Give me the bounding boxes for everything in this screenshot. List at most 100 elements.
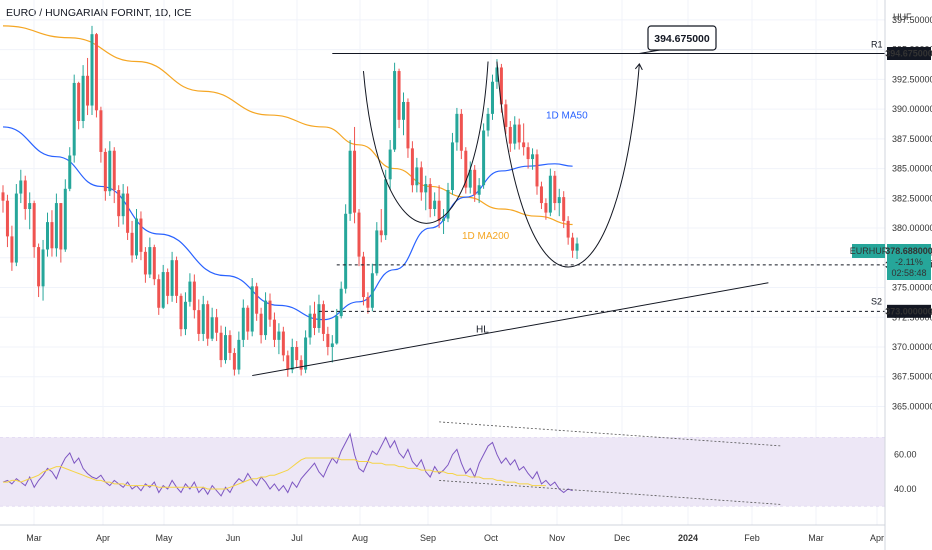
candle-body	[517, 124, 521, 143]
target-callout-value: 394.675000	[654, 33, 710, 45]
candle-body	[433, 200, 437, 210]
candle	[54, 193, 58, 257]
candle-body	[317, 304, 321, 328]
candle-body	[486, 113, 490, 131]
candle	[99, 106, 103, 163]
candle-body	[5, 200, 9, 237]
candle-body	[335, 316, 339, 344]
month-label: Jun	[226, 533, 241, 543]
candle-body	[304, 337, 308, 370]
candle-body	[23, 180, 27, 210]
candle	[317, 294, 321, 333]
candle	[10, 225, 14, 271]
candle-body	[183, 301, 187, 330]
candle-body	[37, 247, 41, 287]
candle	[473, 165, 477, 202]
candle-body	[206, 304, 210, 339]
candle	[321, 300, 325, 342]
candle	[86, 57, 90, 116]
candle	[272, 312, 276, 348]
candle	[14, 184, 18, 267]
candle	[161, 264, 165, 309]
candle-body	[384, 179, 388, 236]
candle	[121, 184, 125, 225]
candle	[428, 178, 432, 218]
candle	[237, 331, 241, 375]
rsi-tick-label: 60.00	[894, 450, 917, 460]
candle-body	[437, 200, 441, 221]
month-label: Mar	[808, 533, 824, 543]
month-label: Nov	[549, 533, 566, 543]
candle-body	[531, 154, 535, 160]
candle	[175, 256, 179, 303]
candle-body	[571, 237, 575, 251]
price-tick-label: 370.000000	[892, 342, 932, 352]
candle	[402, 92, 405, 136]
candle	[557, 188, 561, 217]
candle	[170, 251, 174, 302]
candle	[250, 278, 254, 337]
month-label: Jul	[291, 533, 303, 543]
candle-body	[566, 220, 570, 238]
candle-body	[548, 175, 552, 213]
candle	[295, 341, 299, 368]
candle	[442, 209, 446, 235]
candle-body	[313, 313, 316, 328]
candle	[135, 209, 138, 259]
month-label: Aug	[352, 533, 368, 543]
candle-body	[246, 307, 250, 332]
candle-body	[68, 155, 72, 189]
candle-body	[63, 188, 67, 250]
candle-body	[455, 113, 459, 143]
candle-body	[264, 300, 268, 336]
candle	[531, 148, 535, 170]
s2-label: S2	[871, 296, 882, 306]
month-label: Apr	[96, 533, 110, 543]
candle-body	[477, 185, 481, 195]
candle	[108, 141, 112, 196]
candle-body	[290, 347, 294, 370]
candle	[126, 186, 130, 240]
candle	[37, 243, 41, 298]
price-tick-label: 390.000000	[892, 104, 932, 114]
candle	[59, 203, 63, 263]
candle-body	[135, 218, 138, 256]
moving-averages	[2, 25, 573, 321]
candle-body	[232, 352, 236, 370]
candle-body	[272, 319, 276, 340]
candle	[68, 147, 72, 192]
candle-body	[139, 218, 143, 252]
candle-body	[255, 286, 259, 314]
price-tick-label: 392.500000	[892, 74, 932, 84]
candle-body	[10, 236, 14, 263]
candle	[437, 185, 441, 229]
candle-body	[410, 148, 414, 186]
candle	[571, 232, 575, 258]
candle	[143, 247, 147, 283]
candle	[326, 326, 330, 356]
candle-body	[357, 212, 361, 257]
ma200-line	[2, 25, 573, 226]
candle-body	[428, 184, 432, 210]
candle	[139, 211, 143, 261]
candle	[384, 169, 388, 240]
candle	[268, 293, 272, 327]
candle-body	[557, 197, 561, 204]
candle-body	[19, 180, 23, 194]
candle	[335, 308, 339, 345]
s2-price-tag-bg	[887, 304, 931, 318]
price-tick-label: 387.500000	[892, 134, 932, 144]
candle-body	[442, 218, 446, 221]
candle-body	[348, 150, 352, 214]
candle	[210, 307, 214, 342]
month-label: Oct	[484, 533, 499, 543]
chart-title: EURO / HUNGARIAN FORINT, 1D, ICE	[6, 7, 192, 19]
candle-body	[54, 203, 58, 249]
candle-body	[450, 142, 454, 190]
candle-body	[397, 71, 401, 120]
candle-body	[295, 347, 299, 361]
candle-body	[148, 247, 152, 275]
candle	[361, 251, 365, 306]
candle-body	[166, 272, 170, 296]
